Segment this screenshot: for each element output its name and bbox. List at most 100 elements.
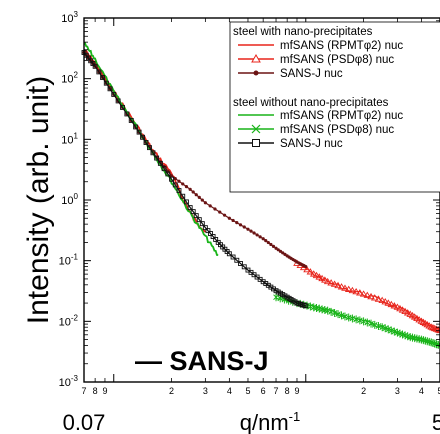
x-tick-label: 8 (93, 386, 98, 396)
data-point (197, 195, 201, 199)
data-point (378, 296, 386, 304)
data-point (258, 235, 262, 239)
data-point (208, 231, 213, 237)
data-point (173, 176, 177, 181)
x-tick-label: 6 (261, 386, 266, 396)
data-point (330, 280, 339, 287)
legend-group-without: steel without nano-precipitates (233, 97, 389, 109)
data-point (318, 274, 326, 282)
data-point (324, 306, 331, 315)
data-point (261, 237, 265, 241)
data-point (226, 251, 232, 257)
data-point (327, 279, 335, 286)
data-point (176, 188, 182, 194)
data-point (202, 225, 208, 231)
legend-entry-label: SANS-J nuc (280, 138, 343, 150)
x-tick-label: 5 (245, 386, 250, 396)
data-point (177, 179, 181, 183)
data-point (213, 237, 219, 242)
y-tick-label: 100 (61, 192, 78, 207)
data-point (312, 271, 321, 279)
data-point (249, 229, 253, 233)
data-point (363, 291, 372, 298)
data-point (273, 293, 279, 302)
data-point (315, 273, 324, 280)
data-point (338, 311, 345, 320)
sans-j-annotation: — SANS-J (135, 346, 269, 376)
data-point (154, 155, 160, 161)
data-point (180, 193, 186, 199)
y-tick-label: 103 (61, 10, 78, 25)
x-axis-label: q/nm-1 (240, 409, 300, 434)
data-point (382, 324, 389, 333)
data-point (208, 204, 212, 208)
data-point (269, 242, 273, 247)
data-point (341, 284, 349, 291)
data-point (235, 221, 239, 225)
data-point (241, 264, 247, 270)
data-point (111, 91, 117, 97)
data-point (238, 223, 243, 227)
data-point (187, 205, 193, 211)
x-tick-label: 4 (419, 386, 424, 396)
data-point (157, 160, 163, 166)
data-point (427, 323, 436, 330)
x-tick-label: 9 (102, 386, 107, 396)
y-tick-label: 10-2 (59, 313, 79, 328)
data-point (150, 150, 156, 156)
data-point (181, 182, 185, 186)
data-point (230, 254, 236, 260)
data-point (381, 298, 390, 305)
data-point (321, 276, 329, 283)
data-point (271, 244, 276, 248)
data-point (252, 231, 256, 235)
data-point (165, 171, 171, 177)
series-without-square (81, 50, 309, 309)
data-point (227, 216, 231, 220)
x-tick-label: 9 (294, 386, 299, 396)
x-tick-label: 5 (437, 386, 440, 396)
data-point (213, 207, 217, 211)
legend-entry-label: mfSANS (PSDφ8) nuc (280, 54, 394, 66)
data-point (147, 145, 152, 151)
data-point (255, 233, 259, 237)
data-point (371, 320, 378, 329)
data-point (375, 322, 382, 331)
y-tick-label: 10-3 (59, 374, 79, 389)
x-tick-label: 7 (274, 386, 279, 396)
data-point (193, 213, 199, 219)
data-point (136, 129, 142, 135)
data-point (364, 318, 371, 327)
legend-entry-label: SANS-J nuc (280, 68, 343, 80)
x-tick-label: 8 (285, 386, 290, 396)
data-point (172, 182, 178, 188)
data-point (352, 287, 360, 295)
data-point (218, 210, 222, 214)
x-tick-label: 3 (395, 386, 400, 396)
data-point (140, 134, 146, 140)
data-point (306, 268, 315, 275)
x-tick-label: 3 (203, 386, 208, 396)
y-tick-label: 101 (61, 131, 78, 146)
data-point (205, 228, 211, 234)
data-point (384, 299, 393, 306)
data-point (161, 166, 167, 172)
data-point (436, 326, 440, 334)
data-point (264, 239, 268, 243)
x-tick-label: 7 (81, 386, 86, 396)
y-tick-label: 10-1 (59, 253, 79, 268)
legend-entry-label: mfSANS (RPMTφ2) nuc (280, 110, 403, 122)
data-point (246, 227, 250, 231)
legend-marker-square (252, 139, 260, 147)
data-point (100, 75, 106, 80)
data-point (200, 198, 204, 202)
data-point (199, 221, 205, 227)
data-point (210, 234, 216, 239)
data-point (231, 218, 235, 223)
x-axis-max-label: 5 (432, 410, 440, 434)
data-point (370, 294, 379, 301)
data-point (303, 265, 311, 273)
data-point (203, 201, 207, 205)
data-point (238, 261, 243, 266)
